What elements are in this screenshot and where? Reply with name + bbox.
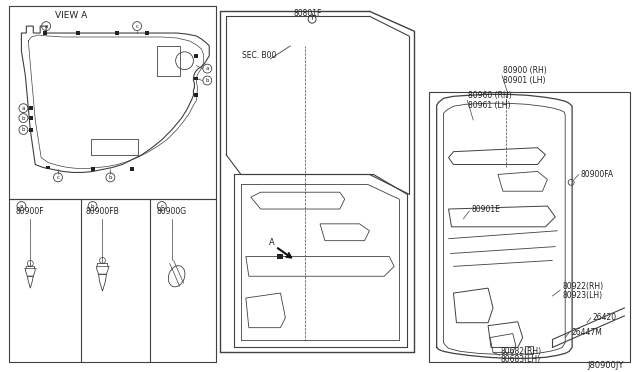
Text: b: b xyxy=(205,78,209,83)
Text: b: b xyxy=(22,116,25,121)
Text: SEC. B00: SEC. B00 xyxy=(242,51,276,60)
Text: 80960 (RH): 80960 (RH) xyxy=(468,91,512,100)
Bar xyxy=(195,77,198,80)
Bar xyxy=(46,166,50,170)
Text: b: b xyxy=(91,203,94,209)
Bar xyxy=(43,31,47,35)
Text: a: a xyxy=(205,66,209,71)
Bar xyxy=(76,31,80,35)
Text: 80901E: 80901E xyxy=(471,205,500,214)
Bar xyxy=(29,106,33,110)
Text: 80900FB: 80900FB xyxy=(86,208,119,217)
Text: a: a xyxy=(44,23,48,29)
Text: VIEW A: VIEW A xyxy=(54,11,87,20)
Text: J80900JY: J80900JY xyxy=(587,361,623,370)
Bar xyxy=(195,93,198,97)
Bar xyxy=(525,346,532,355)
Text: a: a xyxy=(22,106,25,111)
Text: 80801F: 80801F xyxy=(294,9,323,18)
Bar xyxy=(29,128,33,132)
Bar xyxy=(278,253,284,259)
Bar xyxy=(130,167,134,171)
Text: 80900 (RH): 80900 (RH) xyxy=(503,66,547,75)
Text: A: A xyxy=(269,238,275,247)
Bar xyxy=(91,167,95,171)
Bar xyxy=(115,31,119,35)
Text: c: c xyxy=(136,23,139,29)
Bar xyxy=(145,31,149,35)
Text: 80900F: 80900F xyxy=(16,208,45,217)
Bar xyxy=(91,139,138,155)
Text: 26420: 26420 xyxy=(593,313,617,322)
Text: 80900G: 80900G xyxy=(157,208,187,217)
Text: b: b xyxy=(22,128,25,132)
Text: 80923(LH): 80923(LH) xyxy=(562,291,602,299)
Text: 80682(RH): 80682(RH) xyxy=(501,347,542,356)
Text: c: c xyxy=(160,203,163,209)
Text: a: a xyxy=(20,203,23,209)
Bar xyxy=(195,54,198,58)
Text: c: c xyxy=(56,175,60,180)
Text: 80900FA: 80900FA xyxy=(580,170,613,179)
Text: 80901 (LH): 80901 (LH) xyxy=(503,76,545,85)
Bar xyxy=(29,116,33,120)
Text: 80683(LH): 80683(LH) xyxy=(501,355,541,364)
Text: b: b xyxy=(109,175,112,180)
Text: 80961 (LH): 80961 (LH) xyxy=(468,101,511,110)
Bar xyxy=(157,46,180,76)
Text: 26447M: 26447M xyxy=(571,328,602,337)
Text: 80922(RH): 80922(RH) xyxy=(562,282,604,291)
